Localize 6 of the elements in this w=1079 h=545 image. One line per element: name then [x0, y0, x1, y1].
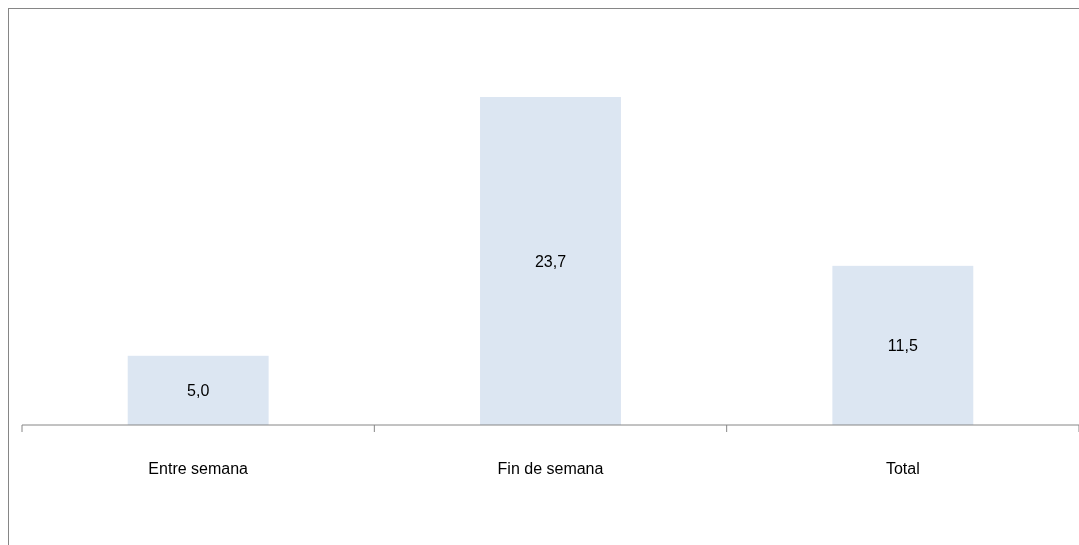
data-label: 11,5 — [887, 337, 918, 355]
x-tick-label: Fin de semana — [497, 460, 604, 477]
x-tick-label: Entre semana — [148, 460, 249, 477]
data-label: 23,7 — [534, 253, 567, 270]
data-label: 5,0 — [187, 382, 210, 400]
x-tick-label: Total — [885, 460, 920, 477]
